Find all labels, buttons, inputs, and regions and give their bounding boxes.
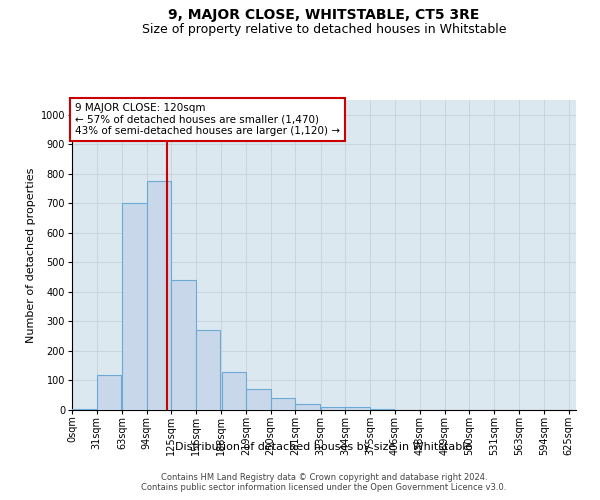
- Text: 9, MAJOR CLOSE, WHITSTABLE, CT5 3RE: 9, MAJOR CLOSE, WHITSTABLE, CT5 3RE: [169, 8, 479, 22]
- Bar: [246, 390, 271, 410]
- Bar: [221, 372, 246, 410]
- Text: Contains public sector information licensed under the Open Government Licence v3: Contains public sector information licen…: [142, 482, 506, 492]
- Bar: [172, 280, 196, 410]
- Bar: [271, 398, 295, 410]
- Bar: [346, 407, 370, 410]
- Y-axis label: Number of detached properties: Number of detached properties: [26, 168, 37, 342]
- Text: 9 MAJOR CLOSE: 120sqm
← 57% of detached houses are smaller (1,470)
43% of semi-d: 9 MAJOR CLOSE: 120sqm ← 57% of detached …: [75, 103, 340, 136]
- Text: Contains HM Land Registry data © Crown copyright and database right 2024.: Contains HM Land Registry data © Crown c…: [161, 472, 487, 482]
- Text: Distribution of detached houses by size in Whitstable: Distribution of detached houses by size …: [175, 442, 473, 452]
- Bar: [295, 404, 320, 410]
- Bar: [122, 204, 146, 410]
- Bar: [72, 408, 97, 410]
- Text: Size of property relative to detached houses in Whitstable: Size of property relative to detached ho…: [142, 22, 506, 36]
- Bar: [97, 374, 121, 410]
- Bar: [196, 330, 220, 410]
- Bar: [147, 181, 171, 410]
- Bar: [321, 407, 345, 410]
